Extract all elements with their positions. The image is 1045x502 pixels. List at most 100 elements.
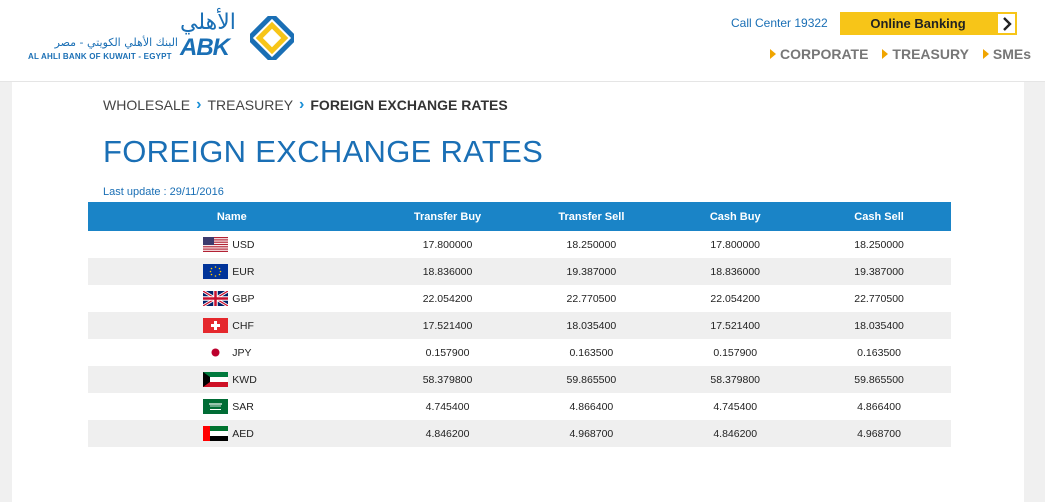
logo-english-name: AL AHLI BANK OF KUWAIT - EGYPT	[28, 52, 172, 61]
column-header-cash-sell: Cash Sell	[807, 202, 951, 231]
transfer-buy-cell: 22.054200	[422, 292, 473, 305]
cash-buy-cell: 18.836000	[663, 258, 808, 285]
top-nav: CORPORATE TREASURY SMEs	[770, 46, 1031, 62]
transfer-buy-cell: 4.846200	[375, 420, 520, 447]
triangle-right-icon	[770, 49, 776, 59]
cash-buy-cell: 17.800000	[710, 238, 761, 251]
breadcrumb: WHOLESALE › TREASUREY › FOREIGN EXCHANGE…	[103, 96, 508, 114]
main-content: WHOLESALE › TREASUREY › FOREIGN EXCHANGE…	[12, 82, 1024, 502]
column-header-transfer-sell: Transfer Sell	[519, 202, 664, 231]
transfer-buy-cell: 0.157900	[425, 346, 470, 359]
transfer-sell-cell: 4.866400	[569, 400, 614, 413]
currency-cell: AED	[88, 420, 376, 447]
abk-logo[interactable]: البنك الأهلي الكويتي - مصر AL AHLI BANK …	[28, 10, 298, 64]
table-row: SAR 4.745400 4.866400 4.745400 4.866400	[88, 393, 951, 420]
breadcrumb-treasury[interactable]: TREASUREY	[207, 97, 294, 113]
table-row: CHF 17.521400 18.035400 17.521400 18.035…	[88, 312, 951, 339]
uk-flag-icon	[203, 291, 229, 306]
cash-sell-cell: 4.866400	[857, 400, 901, 413]
sa-flag-icon	[203, 399, 229, 414]
transfer-sell-cell: 18.250000	[566, 238, 617, 251]
transfer-sell-cell: 0.163500	[569, 346, 614, 359]
nav-item-label: CORPORATE	[780, 46, 869, 62]
transfer-sell-cell: 4.968700	[519, 420, 664, 447]
abk-emblem-icon	[250, 16, 294, 60]
exchange-rates-table: Name Transfer Buy Transfer Sell Cash Buy…	[88, 202, 951, 447]
currency-cell: CHF	[88, 312, 376, 339]
call-center-number[interactable]: Call Center 19322	[731, 16, 828, 30]
currency-code: GBP	[232, 292, 255, 305]
currency-cell: KWD	[88, 366, 376, 393]
online-banking-button[interactable]: Online Banking	[840, 12, 1017, 35]
transfer-buy-cell: 17.521400	[375, 312, 520, 339]
kw-flag-icon	[203, 372, 229, 387]
page-title: FOREIGN EXCHANGE RATES	[103, 134, 544, 169]
cash-sell-cell: 0.163500	[857, 346, 901, 359]
table-row: JPY 0.157900 0.163500 0.157900 0.163500	[88, 339, 951, 366]
column-header-cash-buy: Cash Buy	[663, 202, 808, 231]
table-row: EUR 18.836000 19.387000 18.836000 19.387…	[88, 258, 951, 285]
nav-item-corporate[interactable]: CORPORATE	[770, 46, 868, 62]
transfer-buy-cell: 58.379800	[375, 366, 520, 393]
transfer-buy-cell: 17.800000	[422, 238, 473, 251]
currency-code: AED	[232, 427, 254, 440]
cash-buy-cell: 0.157900	[713, 346, 758, 359]
nav-item-smes[interactable]: SMEs	[982, 46, 1032, 62]
jp-flag-icon	[203, 345, 229, 360]
cash-sell-cell: 22.770500	[854, 292, 904, 305]
table-header-row: Name Transfer Buy Transfer Sell Cash Buy…	[88, 202, 951, 231]
breadcrumb-current: FOREIGN EXCHANGE RATES	[310, 97, 508, 113]
right-gutter	[1024, 82, 1045, 502]
table-row: GBP 22.054200 22.770500 22.054200 22.770…	[88, 285, 951, 312]
currency-code: KWD	[232, 373, 257, 386]
currency-cell: JPY	[88, 339, 376, 366]
cash-buy-cell: 22.054200	[710, 292, 761, 305]
transfer-sell-cell: 59.865500	[519, 366, 664, 393]
cash-sell-cell: 18.035400	[807, 312, 951, 339]
cash-buy-cell: 4.846200	[663, 420, 808, 447]
nav-item-treasury[interactable]: TREASURY	[882, 46, 969, 62]
eu-flag-icon	[203, 264, 229, 279]
online-banking-label: Online Banking	[870, 16, 966, 31]
transfer-sell-cell: 19.387000	[519, 258, 664, 285]
cash-sell-cell: 18.250000	[854, 238, 904, 251]
cash-sell-cell: 59.865500	[807, 366, 951, 393]
currency-cell: GBP	[88, 285, 376, 312]
currency-code: SAR	[232, 400, 254, 413]
chevron-right-icon	[996, 12, 1017, 35]
triangle-right-icon	[982, 49, 989, 59]
site-header: البنك الأهلي الكويتي - مصر AL AHLI BANK …	[0, 0, 1045, 82]
currency-cell: SAR	[88, 393, 376, 420]
transfer-buy-cell: 18.836000	[375, 258, 520, 285]
logo-arabic-name: البنك الأهلي الكويتي - مصر	[54, 36, 178, 49]
breadcrumb-wholesale[interactable]: WHOLESALE	[103, 97, 191, 113]
column-header-transfer-buy: Transfer Buy	[375, 202, 520, 231]
column-header-name: Name	[88, 202, 376, 231]
cash-buy-cell: 58.379800	[663, 366, 808, 393]
logo-abk-text: ABK	[180, 34, 230, 61]
cash-buy-cell: 4.745400	[713, 400, 758, 413]
currency-code: EUR	[232, 265, 255, 278]
nav-item-label: TREASURY	[892, 46, 969, 62]
transfer-buy-cell: 4.745400	[425, 400, 470, 413]
nav-item-label: SMEs	[992, 46, 1032, 62]
chevron-right-icon: ›	[299, 96, 305, 113]
currency-code: CHF	[232, 319, 254, 332]
chevron-right-icon: ›	[196, 96, 202, 113]
cash-sell-cell: 19.387000	[807, 258, 951, 285]
us-flag-icon	[203, 237, 229, 252]
last-update-text: Last update : 29/11/2016	[103, 186, 224, 198]
transfer-sell-cell: 22.770500	[566, 292, 617, 305]
currency-code: USD	[232, 238, 255, 251]
ae-flag-icon	[203, 426, 229, 441]
ch-flag-icon	[203, 318, 229, 333]
currency-cell: EUR	[88, 258, 376, 285]
triangle-right-icon	[882, 49, 889, 59]
table-row: KWD 58.379800 59.865500 58.379800 59.865…	[88, 366, 951, 393]
currency-cell: USD	[88, 231, 376, 258]
transfer-sell-cell: 18.035400	[519, 312, 664, 339]
logo-arabic-mark: الأهلي	[180, 10, 236, 35]
table-row: AED 4.846200 4.968700 4.846200 4.968700	[88, 420, 951, 447]
table-row: USD 17.800000 18.250000 17.800000 18.250…	[88, 231, 951, 258]
cash-sell-cell: 4.968700	[807, 420, 951, 447]
